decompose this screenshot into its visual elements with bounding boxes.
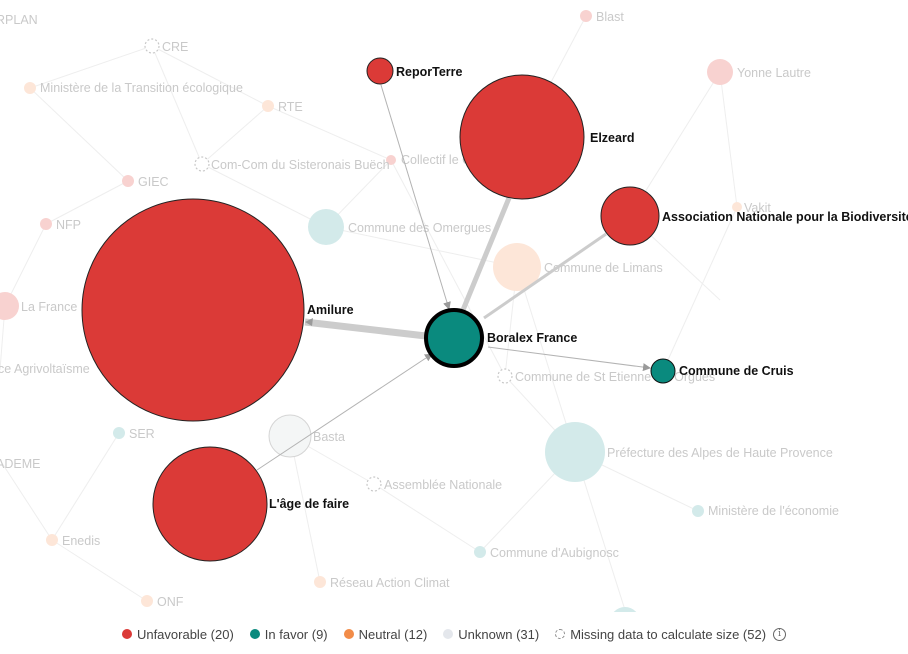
edge-amilure-arrowhead [305, 318, 313, 326]
legend-label-in-favor: In favor (9) [264, 626, 328, 642]
label-la-france-insoumise: La France I [21, 300, 84, 314]
node-ministere-economie[interactable] [692, 505, 704, 517]
node-nfp[interactable] [40, 218, 52, 230]
edge-boralex-cruis [487, 346, 651, 372]
node-collectif-chene-blanc[interactable] [386, 155, 396, 165]
legend-item-unknown[interactable]: Unknown (31) [443, 627, 539, 642]
label-agrivoltaisme: ce Agrivoltaïsme [0, 362, 90, 376]
label-rte: RTE [278, 100, 303, 114]
node-giec[interactable] [122, 175, 134, 187]
edge-reporterre-boralex [380, 84, 451, 310]
node-aubignosc[interactable] [474, 546, 486, 558]
node-onf[interactable] [141, 595, 153, 607]
label-prefecture: Préfecture des Alpes de Haute Provence [607, 446, 833, 460]
label-boralex-france: Boralex France [487, 331, 577, 345]
edge-boralex-amilure [304, 318, 427, 340]
label-enedis: Enedis [62, 534, 100, 548]
label-vakit: Vakit [744, 201, 771, 215]
label-association-nationale-biodiversite: Association Nationale pour la Biodiversi… [662, 210, 908, 224]
node-blast[interactable] [580, 10, 592, 22]
legend-dot-in-favor [249, 629, 260, 639]
label-ministere-transition: Ministère de la Transition écologique [40, 81, 243, 95]
label-reporterre: ReporTerre [396, 65, 463, 79]
node-omergues[interactable] [308, 209, 344, 245]
legend: Unfavorable (20) In favor (9) Neutral (1… [0, 622, 908, 646]
node-vakit[interactable] [732, 202, 742, 212]
label-yonne-lautre: Yonne Lautre [737, 66, 811, 80]
highlighted-nodes [81, 57, 676, 562]
label-onf: ONF [157, 595, 184, 609]
label-rplan: RPLAN [0, 13, 38, 27]
legend-item-unfavorable[interactable]: Unfavorable (20) [121, 626, 234, 642]
node-assemblee[interactable] [366, 476, 382, 492]
legend-dot-unknown [443, 629, 454, 639]
network-graph[interactable]: RPLAN CRE Blast Yonne Lautre Ministère d… [0, 0, 908, 612]
node-limans[interactable] [493, 243, 541, 291]
label-aubignosc: Commune d'Aubignosc [490, 546, 619, 560]
node-prefecture[interactable] [545, 422, 605, 482]
label-cre: CRE [162, 40, 188, 54]
label-ademe: ADEME [0, 457, 40, 471]
legend-label-missing: Missing data to calculate size (52) [570, 626, 767, 642]
label-lage-de-faire: L'âge de faire [269, 497, 349, 511]
label-limans: Commune de Limans [544, 261, 663, 275]
node-elzeard[interactable] [459, 74, 585, 200]
edge-anb-boralex [483, 232, 607, 320]
label-amilure: Amilure [307, 303, 354, 317]
label-ser: SER [129, 427, 155, 441]
legend-item-neutral[interactable]: Neutral (12) [343, 626, 428, 642]
node-yonne-lautre[interactable] [707, 59, 733, 85]
node-amilure[interactable] [81, 198, 305, 422]
legend-dot-neutral [343, 629, 354, 639]
label-basta: Basta [313, 430, 345, 444]
label-omergues: Commune des Omergues [348, 221, 491, 235]
legend-dot-unfavorable [121, 629, 132, 639]
legend-label-neutral: Neutral (12) [358, 626, 428, 642]
label-commune-de-cruis: Commune de Cruis [679, 364, 794, 378]
node-ser[interactable] [113, 427, 125, 439]
node-boralex-france[interactable] [424, 308, 484, 368]
node-basta[interactable] [268, 414, 312, 458]
node-enedis[interactable] [46, 534, 58, 546]
node-st-etienne[interactable] [497, 368, 513, 384]
label-ministere-economie: Ministère de l'économie [708, 504, 839, 518]
node-rte[interactable] [262, 100, 274, 112]
info-icon[interactable]: i [773, 627, 787, 641]
background-nodes [0, 10, 742, 612]
node-bottom-partial[interactable] [610, 607, 640, 612]
legend-item-in-favor[interactable]: In favor (9) [249, 626, 328, 642]
legend-label-unknown: Unknown (31) [458, 626, 540, 642]
node-commune-de-cruis[interactable] [650, 358, 676, 384]
label-reseau-action-climat: Réseau Action Climat [330, 576, 450, 590]
node-lage-de-faire[interactable] [152, 446, 268, 562]
label-elzeard: Elzeard [590, 131, 634, 145]
label-assemblee: Assemblée Nationale [384, 478, 502, 492]
label-giec: GIEC [138, 175, 169, 189]
node-reporterre[interactable] [366, 57, 394, 85]
node-cre[interactable] [144, 38, 160, 54]
label-comcom: Com-Com du Sisteronais Buëch [211, 158, 390, 172]
node-la-france-insoumise[interactable] [0, 292, 19, 320]
label-blast: Blast [596, 10, 624, 24]
highlighted-edges [256, 84, 651, 471]
edge-elzeard-boralex [460, 197, 512, 311]
background-labels: RPLAN CRE Blast Yonne Lautre Ministère d… [0, 10, 839, 609]
legend-item-missing[interactable]: Missing data to calculate size (52) i [555, 626, 787, 642]
edge-lage-boralex [256, 353, 433, 471]
node-comcom-sisteronais[interactable] [194, 156, 210, 172]
highlighted-labels: Amilure Elzeard ReporTerre Association N… [269, 65, 908, 511]
node-ministere-transition[interactable] [24, 82, 36, 94]
node-reseau-action-climat[interactable] [314, 576, 326, 588]
legend-label-unfavorable: Unfavorable (20) [136, 626, 234, 642]
label-nfp: NFP [56, 218, 81, 232]
node-association-nationale-biodiversite[interactable] [600, 186, 660, 246]
legend-dot-missing [555, 629, 566, 639]
